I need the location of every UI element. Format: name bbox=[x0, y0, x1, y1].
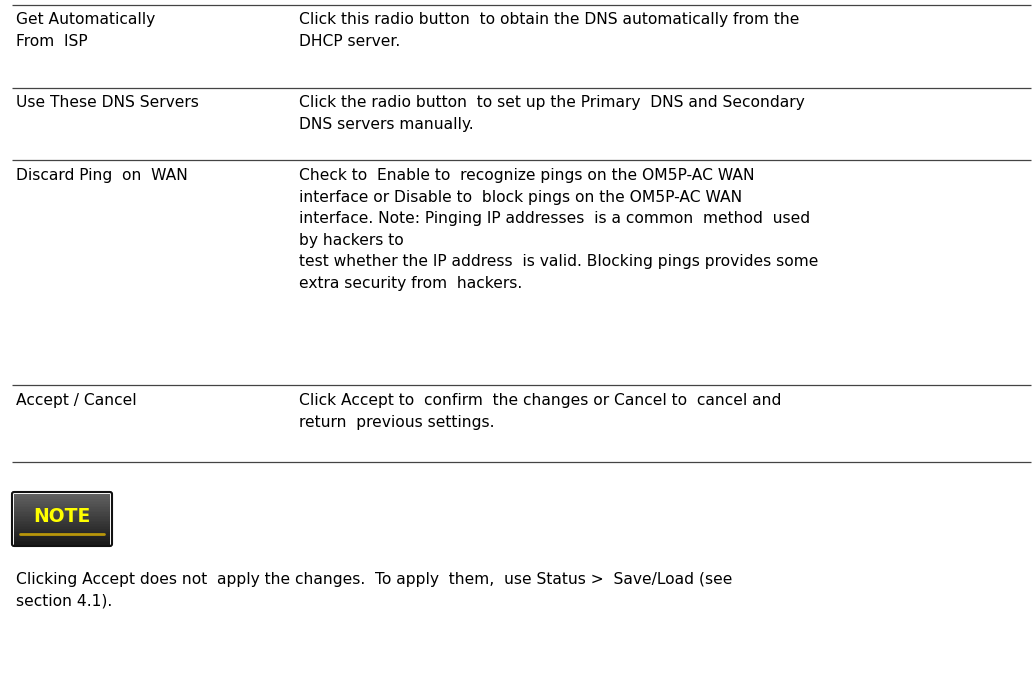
Text: Clicking Accept does not  apply the changes.  To apply  them,  use Status >  Sav: Clicking Accept does not apply the chang… bbox=[17, 572, 732, 609]
Bar bbox=[15, 527, 110, 530]
Bar bbox=[15, 542, 110, 544]
Text: Click Accept to  confirm  the changes or Cancel to  cancel and
return  previous : Click Accept to confirm the changes or C… bbox=[299, 393, 781, 430]
Bar bbox=[15, 509, 110, 511]
Bar bbox=[15, 494, 110, 496]
Bar bbox=[15, 511, 110, 513]
Text: NOTE: NOTE bbox=[33, 506, 90, 525]
Text: Discard Ping  on  WAN: Discard Ping on WAN bbox=[17, 168, 189, 183]
Text: Click the radio button  to set up the Primary  DNS and Secondary
DNS servers man: Click the radio button to set up the Pri… bbox=[299, 95, 805, 132]
Bar bbox=[15, 532, 110, 534]
Bar bbox=[15, 496, 110, 498]
Text: Accept / Cancel: Accept / Cancel bbox=[17, 393, 137, 408]
Bar bbox=[15, 522, 110, 525]
Text: Check to  Enable to  recognize pings on the OM5P-AC WAN
interface or Disable to : Check to Enable to recognize pings on th… bbox=[299, 168, 818, 291]
Bar bbox=[15, 516, 110, 518]
Bar bbox=[15, 504, 110, 506]
Bar bbox=[15, 507, 110, 509]
Text: Use These DNS Servers: Use These DNS Servers bbox=[17, 95, 199, 110]
Bar bbox=[15, 517, 110, 519]
Bar bbox=[15, 513, 110, 515]
Bar bbox=[15, 540, 110, 543]
Bar bbox=[15, 514, 110, 516]
Bar bbox=[15, 539, 110, 541]
Bar bbox=[15, 500, 110, 503]
Bar bbox=[15, 502, 110, 504]
Bar bbox=[15, 529, 110, 531]
Bar bbox=[15, 521, 110, 523]
Bar bbox=[15, 519, 110, 521]
Bar bbox=[15, 531, 110, 533]
Bar bbox=[15, 506, 110, 508]
Bar bbox=[15, 538, 110, 540]
Text: Get Automatically
From  ISP: Get Automatically From ISP bbox=[17, 12, 155, 49]
Bar bbox=[15, 524, 110, 526]
Bar bbox=[15, 536, 110, 538]
Bar bbox=[15, 534, 110, 536]
Bar bbox=[15, 525, 110, 528]
Bar bbox=[15, 498, 110, 500]
Text: Click this radio button  to obtain the DNS automatically from the
DHCP server.: Click this radio button to obtain the DN… bbox=[299, 12, 800, 49]
Bar bbox=[15, 499, 110, 501]
